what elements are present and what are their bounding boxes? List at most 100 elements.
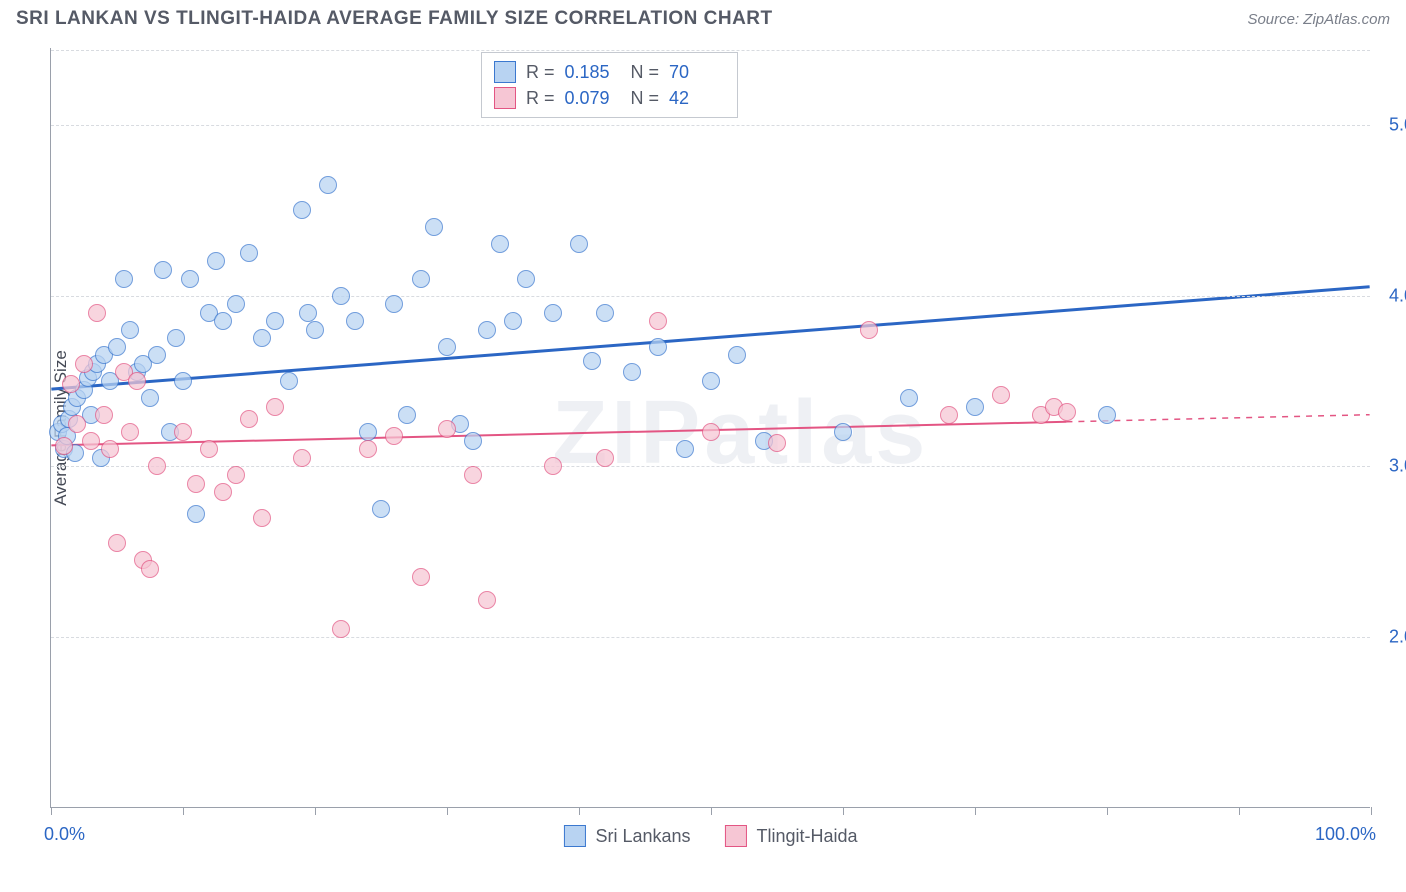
scatter-point-sri-lankans	[293, 201, 311, 219]
scatter-point-tlingit-haida	[148, 457, 166, 475]
stats-swatch	[494, 87, 516, 109]
y-tick-label: 2.00	[1389, 627, 1406, 648]
x-axis-min-label: 0.0%	[44, 824, 85, 845]
scatter-point-sri-lankans	[412, 270, 430, 288]
scatter-point-sri-lankans	[834, 423, 852, 441]
scatter-point-sri-lankans	[398, 406, 416, 424]
x-tick	[579, 807, 580, 815]
scatter-point-sri-lankans	[966, 398, 984, 416]
scatter-point-sri-lankans	[491, 235, 509, 253]
scatter-point-sri-lankans	[332, 287, 350, 305]
scatter-point-sri-lankans	[141, 389, 159, 407]
stats-r-value: 0.185	[565, 62, 621, 83]
scatter-point-tlingit-haida	[438, 420, 456, 438]
scatter-point-tlingit-haida	[101, 440, 119, 458]
scatter-point-sri-lankans	[702, 372, 720, 390]
scatter-point-tlingit-haida	[240, 410, 258, 428]
y-tick-label: 3.00	[1389, 456, 1406, 477]
scatter-point-sri-lankans	[167, 329, 185, 347]
x-tick	[975, 807, 976, 815]
scatter-point-tlingit-haida	[121, 423, 139, 441]
scatter-point-tlingit-haida	[266, 398, 284, 416]
scatter-point-tlingit-haida	[214, 483, 232, 501]
scatter-point-sri-lankans	[1098, 406, 1116, 424]
x-tick	[843, 807, 844, 815]
x-tick	[1371, 807, 1372, 815]
scatter-point-tlingit-haida	[128, 372, 146, 390]
gridline-h	[51, 125, 1370, 126]
scatter-point-tlingit-haida	[596, 449, 614, 467]
watermark-text: ZIPatlas	[552, 382, 929, 485]
scatter-point-sri-lankans	[306, 321, 324, 339]
scatter-point-sri-lankans	[266, 312, 284, 330]
scatter-point-sri-lankans	[253, 329, 271, 347]
scatter-point-tlingit-haida	[88, 304, 106, 322]
scatter-point-sri-lankans	[319, 176, 337, 194]
scatter-point-sri-lankans	[240, 244, 258, 262]
scatter-point-sri-lankans	[583, 352, 601, 370]
scatter-point-tlingit-haida	[293, 449, 311, 467]
scatter-point-sri-lankans	[464, 432, 482, 450]
scatter-point-tlingit-haida	[55, 437, 73, 455]
scatter-point-sri-lankans	[676, 440, 694, 458]
scatter-point-tlingit-haida	[332, 620, 350, 638]
stats-box: R =0.185N =70R =0.079N =42	[481, 52, 738, 118]
stats-r-label: R =	[526, 62, 555, 83]
gridline-h	[51, 466, 1370, 467]
scatter-point-tlingit-haida	[544, 457, 562, 475]
scatter-point-sri-lankans	[372, 500, 390, 518]
scatter-point-tlingit-haida	[768, 434, 786, 452]
gridline-h	[51, 296, 1370, 297]
gridline-h	[51, 50, 1370, 51]
scatter-point-tlingit-haida	[940, 406, 958, 424]
scatter-point-tlingit-haida	[860, 321, 878, 339]
scatter-point-tlingit-haida	[464, 466, 482, 484]
chart-plot-area: Average Family Size ZIPatlas R =0.185N =…	[50, 48, 1370, 808]
scatter-point-sri-lankans	[227, 295, 245, 313]
x-tick	[1239, 807, 1240, 815]
scatter-point-sri-lankans	[115, 270, 133, 288]
scatter-point-sri-lankans	[148, 346, 166, 364]
scatter-point-sri-lankans	[187, 505, 205, 523]
gridline-h	[51, 637, 1370, 638]
scatter-point-tlingit-haida	[82, 432, 100, 450]
scatter-point-tlingit-haida	[95, 406, 113, 424]
stats-r-label: R =	[526, 88, 555, 109]
chart-title: SRI LANKAN VS TLINGIT-HAIDA AVERAGE FAMI…	[16, 8, 773, 30]
x-tick	[51, 807, 52, 815]
scatter-point-sri-lankans	[346, 312, 364, 330]
scatter-point-sri-lankans	[108, 338, 126, 356]
scatter-point-tlingit-haida	[108, 534, 126, 552]
scatter-point-sri-lankans	[207, 252, 225, 270]
scatter-point-tlingit-haida	[187, 475, 205, 493]
y-tick-label: 4.00	[1389, 285, 1406, 306]
scatter-point-sri-lankans	[299, 304, 317, 322]
scatter-point-sri-lankans	[649, 338, 667, 356]
x-axis-max-label: 100.0%	[1315, 824, 1376, 845]
scatter-point-tlingit-haida	[68, 415, 86, 433]
scatter-point-sri-lankans	[438, 338, 456, 356]
stats-row: R = 0.079 N = 42	[494, 85, 725, 111]
stats-n-value: 42	[669, 88, 725, 109]
x-tick	[711, 807, 712, 815]
scatter-point-sri-lankans	[517, 270, 535, 288]
scatter-point-sri-lankans	[121, 321, 139, 339]
scatter-point-sri-lankans	[425, 218, 443, 236]
stats-swatch	[494, 61, 516, 83]
scatter-point-tlingit-haida	[227, 466, 245, 484]
source-label: Source: ZipAtlas.com	[1247, 11, 1390, 28]
scatter-point-tlingit-haida	[75, 355, 93, 373]
stats-r-value: 0.079	[565, 88, 621, 109]
scatter-point-tlingit-haida	[385, 427, 403, 445]
scatter-point-tlingit-haida	[1058, 403, 1076, 421]
scatter-point-tlingit-haida	[478, 591, 496, 609]
x-tick	[183, 807, 184, 815]
stats-n-label: N =	[631, 88, 660, 109]
scatter-point-sri-lankans	[504, 312, 522, 330]
scatter-point-tlingit-haida	[200, 440, 218, 458]
stats-n-label: N =	[631, 62, 660, 83]
scatter-point-sri-lankans	[181, 270, 199, 288]
scatter-point-tlingit-haida	[649, 312, 667, 330]
stats-row: R =0.185N =70	[494, 59, 725, 85]
scatter-point-sri-lankans	[154, 261, 172, 279]
